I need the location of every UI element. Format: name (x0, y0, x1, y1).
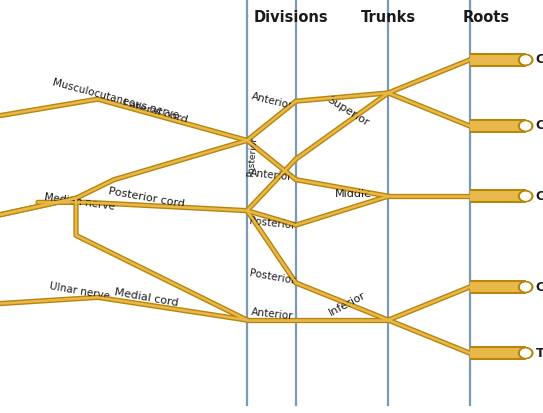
Circle shape (521, 283, 531, 291)
Circle shape (521, 56, 531, 64)
Text: Trunks: Trunks (361, 10, 416, 25)
Circle shape (519, 55, 533, 65)
Text: Superior: Superior (325, 95, 370, 128)
Circle shape (519, 191, 533, 202)
Text: Lateral cord: Lateral cord (121, 98, 188, 125)
Text: C6: C6 (535, 119, 543, 133)
Text: C5: C5 (535, 53, 543, 66)
Circle shape (521, 192, 531, 200)
Text: Anterior: Anterior (250, 169, 293, 183)
Circle shape (519, 348, 533, 358)
Circle shape (519, 191, 533, 202)
Text: C8: C8 (535, 280, 543, 294)
Circle shape (521, 349, 531, 357)
Circle shape (519, 348, 533, 358)
Text: Posterior: Posterior (247, 137, 258, 177)
Text: Medial cord: Medial cord (114, 287, 179, 308)
Circle shape (521, 56, 531, 64)
Text: Posterior cord: Posterior cord (108, 187, 186, 210)
Circle shape (521, 122, 531, 130)
Text: Musculocutaneous nerve: Musculocutaneous nerve (52, 77, 180, 121)
Circle shape (521, 283, 531, 291)
Text: Ulnar nerve: Ulnar nerve (49, 281, 111, 301)
Text: T1: T1 (535, 347, 543, 360)
Text: Middle: Middle (334, 189, 371, 199)
Circle shape (519, 121, 533, 131)
Circle shape (519, 55, 533, 65)
Text: Anterior: Anterior (251, 307, 294, 321)
Text: C7: C7 (535, 190, 543, 203)
Text: Posterior: Posterior (249, 216, 296, 230)
Text: Median nerve: Median nerve (43, 192, 115, 212)
Text: Posterior: Posterior (249, 268, 296, 286)
Text: Inferior: Inferior (327, 290, 368, 318)
Circle shape (519, 282, 533, 292)
Circle shape (521, 192, 531, 200)
Circle shape (521, 122, 531, 130)
Circle shape (521, 349, 531, 357)
Circle shape (519, 282, 533, 292)
Text: Anterior: Anterior (251, 91, 294, 111)
Text: Roots: Roots (463, 10, 509, 25)
Circle shape (519, 121, 533, 131)
Text: Divisions: Divisions (253, 10, 328, 25)
